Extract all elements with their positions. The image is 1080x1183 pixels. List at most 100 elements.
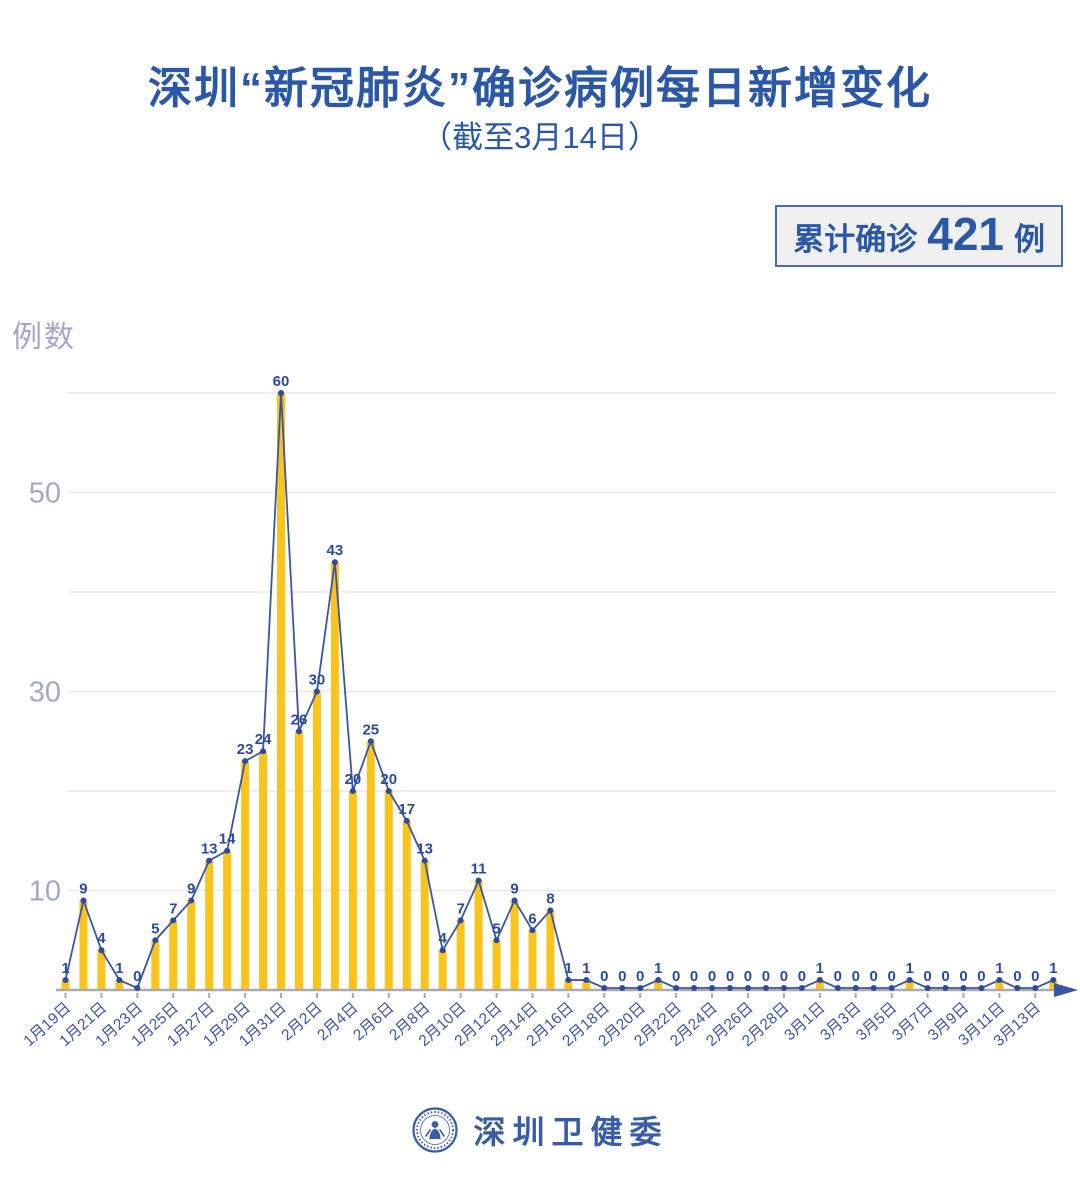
data-point bbox=[98, 947, 105, 954]
data-point bbox=[960, 985, 967, 991]
case-bar bbox=[384, 791, 393, 990]
case-bar bbox=[510, 900, 519, 990]
value-label: 5 bbox=[151, 920, 159, 937]
value-label: 9 bbox=[79, 880, 87, 897]
case-bar bbox=[420, 860, 429, 990]
case-bar bbox=[97, 950, 106, 990]
value-label: 0 bbox=[798, 968, 806, 985]
value-label: 9 bbox=[510, 880, 518, 897]
value-label: 0 bbox=[834, 968, 842, 985]
case-bar bbox=[79, 900, 88, 990]
data-point bbox=[870, 985, 877, 991]
data-point bbox=[691, 985, 698, 991]
data-point bbox=[295, 728, 302, 735]
case-bar bbox=[995, 980, 1004, 990]
value-label: 0 bbox=[941, 968, 949, 985]
case-bar bbox=[348, 791, 357, 990]
data-point bbox=[816, 977, 823, 984]
data-point bbox=[188, 897, 195, 904]
case-bar bbox=[115, 980, 124, 990]
value-label: 0 bbox=[744, 968, 752, 985]
data-point bbox=[996, 977, 1003, 984]
value-label: 26 bbox=[291, 711, 308, 728]
data-point bbox=[655, 977, 662, 984]
value-label: 0 bbox=[133, 968, 141, 985]
data-point bbox=[744, 985, 751, 991]
data-point bbox=[260, 748, 267, 755]
data-point bbox=[780, 985, 787, 991]
value-label: 0 bbox=[600, 968, 608, 985]
value-label: 24 bbox=[255, 731, 272, 748]
y-tick-label: 50 bbox=[29, 478, 61, 510]
case-bar bbox=[330, 562, 339, 990]
data-point bbox=[852, 985, 859, 991]
case-bar bbox=[1049, 980, 1058, 990]
data-point bbox=[331, 559, 338, 566]
y-tick-label: 10 bbox=[29, 876, 61, 908]
chart-area: 10 30 50 1 9 4 1 0 5 7 9 13 14 23 24 60 26 30 43 20 25 20 17 13… bbox=[0, 355, 1080, 1085]
case-bar bbox=[294, 731, 303, 990]
value-label: 0 bbox=[977, 968, 985, 985]
data-point bbox=[493, 937, 500, 944]
data-point bbox=[619, 985, 626, 991]
value-label: 0 bbox=[636, 968, 644, 985]
value-label: 0 bbox=[1031, 968, 1039, 985]
value-label: 7 bbox=[169, 900, 177, 917]
data-point bbox=[80, 897, 87, 904]
data-point bbox=[709, 985, 716, 991]
value-label: 0 bbox=[959, 968, 967, 985]
value-label: 0 bbox=[870, 968, 878, 985]
case-bar bbox=[402, 820, 411, 990]
case-bar bbox=[438, 950, 447, 990]
value-label: 1 bbox=[1049, 960, 1057, 977]
data-point bbox=[457, 917, 464, 924]
value-label: 9 bbox=[187, 880, 195, 897]
value-label: 1 bbox=[582, 960, 590, 977]
data-point bbox=[888, 985, 895, 991]
page-subtitle: （截至3月14日） bbox=[421, 120, 659, 155]
value-label: 1 bbox=[816, 960, 824, 977]
data-point bbox=[727, 985, 734, 991]
value-label: 20 bbox=[380, 771, 397, 788]
data-point bbox=[547, 907, 554, 914]
x-axis-arrow-icon bbox=[1054, 983, 1078, 997]
data-point bbox=[224, 847, 231, 854]
case-bar bbox=[492, 940, 501, 990]
case-bar bbox=[223, 850, 232, 990]
value-label: 0 bbox=[1013, 968, 1021, 985]
data-point bbox=[673, 985, 680, 991]
cumulative-total-badge: 累计确诊 421 例 bbox=[775, 205, 1063, 267]
data-point bbox=[367, 738, 374, 745]
data-point bbox=[565, 977, 572, 984]
data-point bbox=[978, 985, 985, 991]
trend-line bbox=[64, 392, 1054, 989]
data-point bbox=[170, 917, 177, 924]
value-label: 14 bbox=[219, 831, 236, 848]
data-point bbox=[403, 817, 410, 824]
value-label: 13 bbox=[201, 841, 218, 858]
case-bar bbox=[241, 761, 250, 990]
value-label: 11 bbox=[471, 861, 487, 878]
value-label: 1 bbox=[115, 960, 123, 977]
data-point bbox=[134, 985, 141, 991]
value-label: 23 bbox=[237, 741, 254, 758]
data-point bbox=[583, 977, 590, 984]
case-bar bbox=[169, 920, 178, 990]
value-label: 30 bbox=[309, 672, 326, 689]
case-bar bbox=[546, 910, 555, 990]
value-label: 1 bbox=[564, 960, 572, 977]
data-point bbox=[152, 937, 159, 944]
value-label: 7 bbox=[456, 900, 464, 917]
shenzhen-whc-logo-icon bbox=[412, 1107, 459, 1153]
case-bar bbox=[277, 393, 286, 990]
value-label: 0 bbox=[887, 968, 895, 985]
data-point bbox=[1050, 977, 1057, 984]
value-label: 4 bbox=[97, 930, 106, 947]
case-bar bbox=[312, 691, 321, 990]
data-point bbox=[242, 758, 249, 765]
data-point bbox=[529, 927, 536, 934]
value-label: 0 bbox=[726, 968, 734, 985]
data-point bbox=[834, 985, 841, 991]
